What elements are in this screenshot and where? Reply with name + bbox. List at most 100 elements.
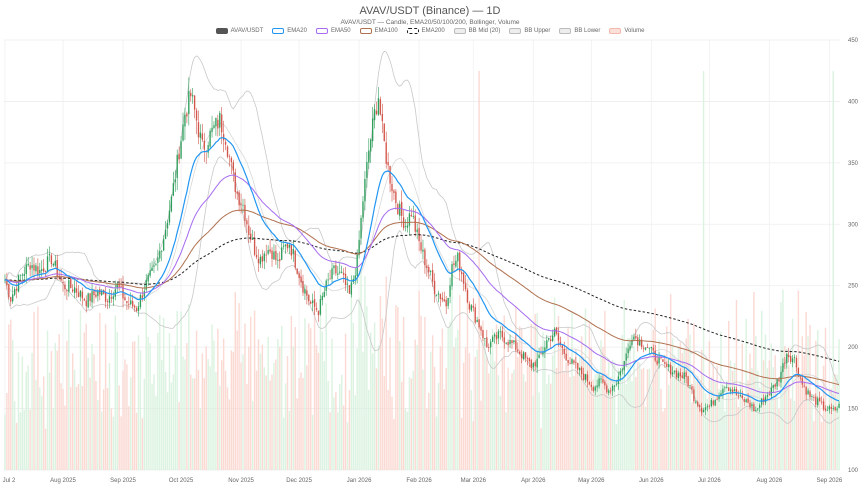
candle-body <box>375 110 378 115</box>
volume-bar <box>716 365 718 470</box>
volume-bar <box>383 376 385 470</box>
x-tick-label: Aug 2025 <box>50 478 76 484</box>
legend-label: BB Mid (20) <box>468 28 501 34</box>
candle-body <box>519 351 521 355</box>
candle-body <box>311 300 314 304</box>
volume-bar <box>52 408 55 470</box>
legend-item[interactable]: BB Lower <box>559 28 600 34</box>
volume-bar <box>501 358 504 470</box>
volume-bar <box>219 385 221 470</box>
volume-bar <box>625 384 627 470</box>
candle-body <box>710 399 712 407</box>
volume-bar <box>488 373 490 470</box>
candle-body <box>339 271 341 273</box>
candle-body <box>637 337 639 346</box>
volume-bar <box>468 353 471 470</box>
x-tick-label: Jul 2026 <box>698 478 721 484</box>
candle-body <box>54 260 56 266</box>
legend-item[interactable]: BB Mid (20) <box>453 28 501 34</box>
volume-bar <box>784 346 786 470</box>
legend-item[interactable]: EMA200 <box>406 28 445 34</box>
volume-bar <box>706 398 709 470</box>
candle-body <box>669 364 672 375</box>
legend-item[interactable]: EMA20 <box>272 28 307 34</box>
candle-body <box>213 125 215 128</box>
volume-bar <box>120 416 122 470</box>
candle-body <box>240 203 242 205</box>
legend-item[interactable]: EMA100 <box>359 28 398 34</box>
candle-body <box>358 239 360 256</box>
volume-bar <box>21 356 24 470</box>
volume-bar <box>313 304 316 470</box>
candle-body <box>39 270 41 274</box>
volume-bar <box>108 363 111 470</box>
bb-lower-line <box>4 156 840 424</box>
candle-body <box>201 133 204 140</box>
volume-bar <box>157 332 159 470</box>
legend-swatch <box>272 28 285 34</box>
candle-body <box>565 353 567 361</box>
legend-item[interactable]: EMA50 <box>315 28 351 34</box>
volume-bar <box>265 375 267 470</box>
candle-body <box>93 290 95 296</box>
volume-bar <box>582 356 585 470</box>
bb-mid-line <box>4 122 840 402</box>
candle-body <box>259 256 262 265</box>
volume-bar <box>466 279 469 470</box>
volume-bar <box>617 368 620 470</box>
candle-body <box>671 372 674 375</box>
volume-bar <box>621 335 624 470</box>
candle-body <box>294 250 296 268</box>
volume-bar <box>408 376 411 470</box>
candle-body <box>598 378 600 387</box>
candle-body <box>666 363 668 367</box>
candle-body <box>356 254 358 277</box>
volume-bar <box>348 390 351 470</box>
candle-body <box>420 242 422 251</box>
volume-bar <box>836 374 838 470</box>
volume-bar <box>377 345 380 470</box>
legend-item[interactable]: Volume <box>609 28 644 34</box>
candle-body <box>811 396 813 397</box>
volume-bar <box>238 303 240 470</box>
volume-bar <box>255 370 258 470</box>
candle-body <box>253 238 256 255</box>
candle-body <box>611 385 614 391</box>
volume-bar <box>236 330 238 470</box>
candle-body <box>75 288 78 293</box>
candle-body <box>470 305 473 311</box>
volume-bar <box>799 376 802 470</box>
volume-bar <box>824 327 827 470</box>
candle-body <box>66 290 68 292</box>
candle-body <box>596 385 598 388</box>
volume-bar <box>546 383 548 470</box>
candle-body <box>188 90 190 115</box>
candle-body <box>648 347 651 349</box>
volume-bar <box>68 319 70 470</box>
candle-body <box>64 284 66 290</box>
volume-bar <box>768 360 771 470</box>
volume-bar <box>797 290 800 470</box>
legend-item[interactable]: AVAV/USDT <box>215 28 263 34</box>
volume-bar <box>489 352 492 470</box>
candle-body <box>824 408 827 411</box>
volume-bar <box>85 323 87 470</box>
volume-bar <box>493 361 496 470</box>
volume-bar <box>820 422 823 470</box>
legend-label: EMA100 <box>374 28 398 34</box>
candle-body <box>354 275 356 281</box>
y-tick-label: 400 <box>848 99 859 105</box>
volume-bar <box>199 408 202 470</box>
candle-body <box>199 132 202 138</box>
volume-bar <box>222 338 225 470</box>
volume-bar <box>317 352 320 470</box>
volume-bar <box>282 417 285 470</box>
volume-bar <box>832 70 834 470</box>
volume-bar <box>658 340 660 470</box>
candle-body <box>542 351 544 355</box>
x-tick-label: Feb 2026 <box>406 478 432 484</box>
legend-item[interactable]: BB Upper <box>509 28 550 34</box>
candle-body <box>219 112 221 128</box>
candle-body <box>319 299 322 315</box>
volume-bar <box>803 355 805 470</box>
